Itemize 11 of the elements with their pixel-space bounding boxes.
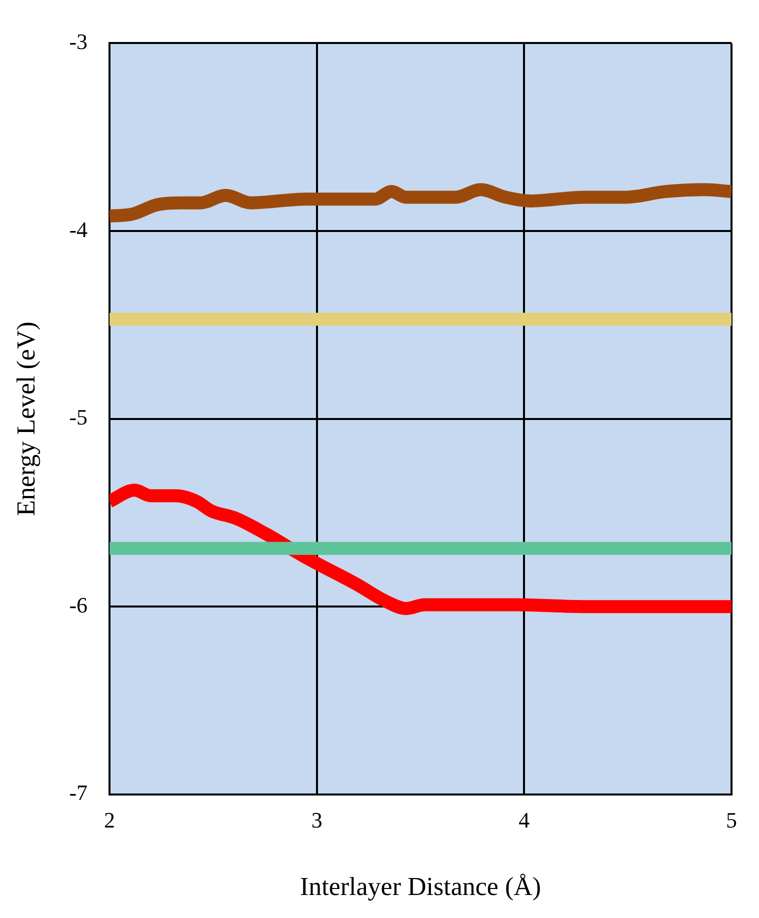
x-tick-label: 5	[726, 807, 737, 832]
y-axis-title: Energy Level (eV)	[11, 322, 40, 516]
y-tick-label: -7	[69, 780, 88, 806]
y-tick-label: -6	[69, 592, 88, 618]
y-tick-label: -5	[69, 404, 88, 430]
y-tick-label: -4	[69, 216, 88, 242]
x-tick-label: 3	[311, 807, 322, 832]
x-tick-label: 2	[104, 807, 116, 832]
x-axis-title: Interlayer Distance (Å)	[300, 872, 542, 902]
y-tick-label: -3	[69, 28, 88, 54]
x-tick-label: 4	[518, 807, 530, 832]
